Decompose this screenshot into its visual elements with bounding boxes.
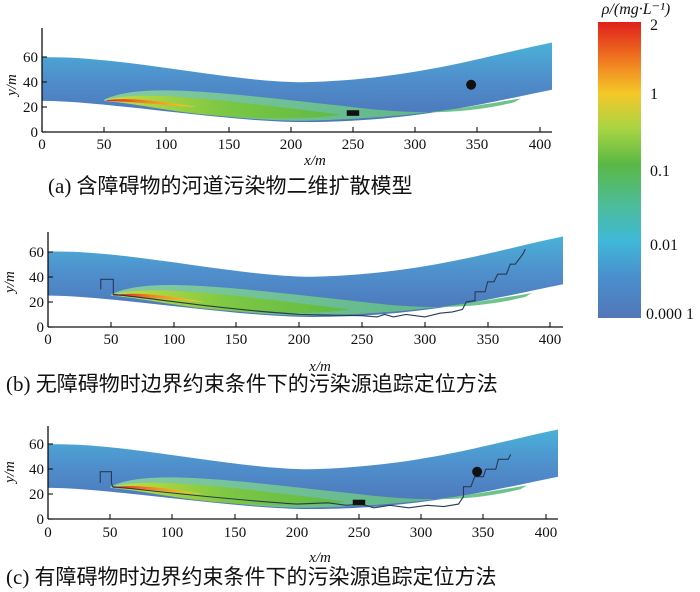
y-tick-label: 60: [23, 50, 38, 66]
y-tick-label: 40: [29, 270, 44, 286]
x-tick-label: 0: [44, 332, 52, 348]
x-tick-label: 300: [414, 332, 437, 348]
x-tick-label: 400: [539, 332, 562, 348]
x-tick-label: 150: [218, 137, 241, 153]
x-axis-label: x/m: [303, 153, 326, 169]
plume-core: [112, 486, 204, 495]
y-tick-label: 60: [29, 437, 44, 453]
plume-core: [113, 293, 206, 302]
trace-boundary-line: [100, 248, 526, 318]
x-axis-ticks: 0 50 100 150 200 250 300 350 400: [44, 514, 557, 541]
x-tick-label: 300: [410, 525, 433, 541]
x-tick-label: 50: [97, 137, 112, 153]
x-tick-label: 50: [103, 525, 118, 541]
y-tick-label: 20: [23, 100, 38, 116]
y-axis-label: y/m: [2, 461, 18, 485]
x-tick-label: 400: [529, 137, 552, 153]
obstacle: [352, 499, 366, 506]
colorbar-gradient: [598, 22, 641, 318]
river-plot-c: [48, 429, 558, 510]
plume-mid: [113, 290, 350, 314]
x-tick-label: 300: [404, 137, 427, 153]
panel-caption: (c) 有障碍物时边界约束条件下的污染源追踪定位方法: [6, 565, 497, 589]
obstacle: [346, 110, 360, 116]
plume-mid: [112, 482, 347, 506]
y-axis-ticks: 0 20 40 60: [29, 437, 53, 528]
y-tick-label: 0: [37, 512, 45, 528]
colorbar: ρ/(mg·L⁻¹) 2 1 0.1 0.01 0.000 1: [598, 1, 694, 323]
x-tick-label: 150: [224, 525, 247, 541]
x-tick-label: 250: [342, 137, 365, 153]
plume-core: [106, 99, 198, 108]
y-axis-label: y/m: [2, 271, 18, 295]
x-tick-label: 50: [104, 332, 119, 348]
x-tick-label: 250: [348, 525, 371, 541]
x-tick-label: 100: [161, 525, 184, 541]
x-axis-ticks: 0 50 100 150 200 250 300 350 400: [38, 127, 551, 153]
y-tick-label: 40: [23, 75, 38, 91]
river-plot-b: [48, 236, 564, 318]
x-tick-label: 0: [38, 137, 46, 153]
pollution-source-marker: [466, 79, 477, 90]
colorbar-label: 0.1: [650, 163, 670, 180]
y-axis-ticks: 0 20 40 60: [23, 50, 47, 141]
x-tick-label: 350: [477, 332, 500, 348]
colorbar-label: 1: [650, 86, 658, 103]
panel-a: 0 50 100 150 200 250 300 350 400 0 20 40…: [4, 28, 552, 198]
y-axis-ticks: 0 20 40 60: [29, 245, 53, 336]
colorbar-label: 0.01: [650, 237, 678, 254]
y-tick-label: 60: [29, 245, 44, 261]
x-tick-label: 400: [535, 525, 558, 541]
colorbar-label: 0.000 1: [646, 306, 694, 323]
panel-b: 0 50 100 150 200 250 300 350 400 0 20 40…: [2, 232, 564, 396]
pollution-source-marker: [472, 466, 483, 477]
trace-boundary-line: [99, 454, 512, 509]
x-tick-label: 350: [466, 137, 489, 153]
x-tick-label: 350: [472, 525, 495, 541]
y-tick-label: 0: [31, 125, 39, 141]
panel-c: 0 50 100 150 200 250 300 350 400 0 20 40…: [2, 426, 558, 589]
panel-caption: (b) 无障碍物时边界约束条件下的污染源追踪定位方法: [6, 372, 498, 396]
x-axis-ticks: 0 50 100 150 200 250 300 350 400: [44, 322, 561, 348]
x-tick-label: 200: [286, 525, 309, 541]
y-tick-label: 0: [37, 320, 45, 336]
y-tick-label: 20: [29, 487, 44, 503]
x-tick-label: 100: [155, 137, 178, 153]
x-tick-label: 200: [288, 332, 311, 348]
x-tick-label: 150: [225, 332, 248, 348]
y-tick-label: 40: [29, 462, 44, 478]
x-tick-label: 250: [351, 332, 374, 348]
x-tick-label: 100: [163, 332, 186, 348]
panel-caption: (a) 含障碍物的河道污染物二维扩散模型: [48, 174, 413, 198]
x-axis-label: x/m: [308, 359, 331, 375]
y-axis-label: y/m: [4, 74, 20, 98]
x-tick-label: 0: [44, 525, 52, 541]
x-tick-label: 200: [280, 137, 303, 153]
river-plot-a: [42, 42, 552, 123]
colorbar-label: 2: [650, 17, 658, 34]
x-axis-label: x/m: [308, 550, 331, 566]
plume-mid: [106, 95, 341, 119]
y-tick-label: 20: [29, 295, 44, 311]
colorbar-title: ρ/(mg·L⁻¹): [601, 1, 670, 18]
